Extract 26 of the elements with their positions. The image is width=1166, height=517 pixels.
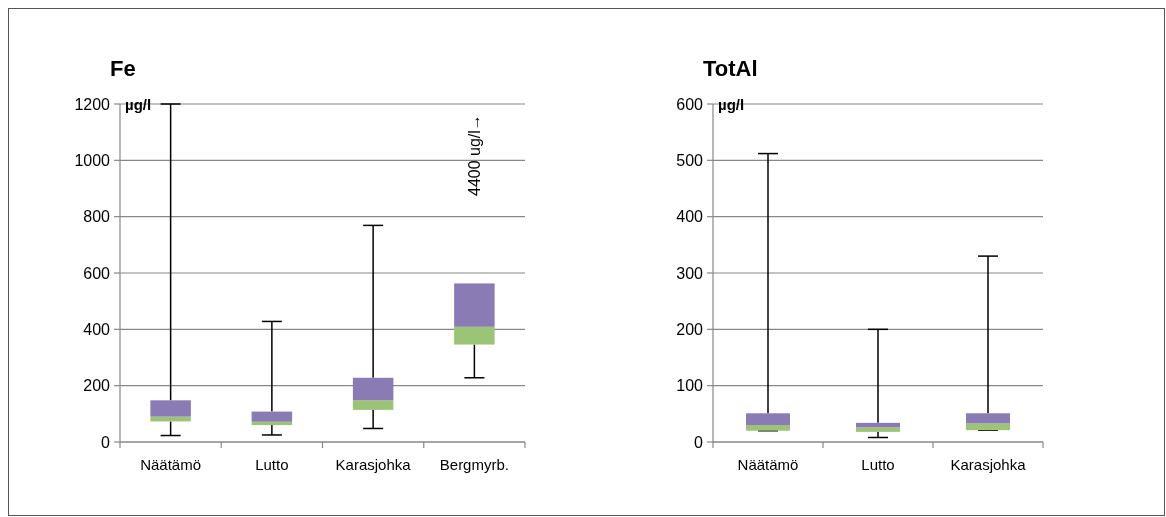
y-tick-label: 400: [676, 208, 704, 226]
y-tick-label: 300: [676, 264, 704, 282]
y-tick-label: 0: [101, 433, 111, 451]
y-tick-label: 800: [83, 208, 111, 226]
y-axis-title: µg/l: [718, 96, 745, 113]
y-tick-label: 200: [676, 320, 704, 338]
x-tick-label: Lutto: [861, 456, 895, 473]
x-tick-label: Karasjohka: [335, 456, 412, 473]
y-tick-label: 0: [694, 433, 704, 451]
y-tick-label: 100: [676, 377, 704, 395]
y-tick-label: 200: [83, 377, 111, 395]
x-tick-label: Karasjohka: [950, 456, 1027, 473]
y-tick-label: 600: [83, 264, 111, 282]
x-tick-label: Näätämö: [737, 456, 799, 473]
y-tick-label: 1000: [74, 151, 111, 169]
y-tick-label: 400: [83, 320, 111, 338]
annotation: 4400 ug/l→: [466, 114, 484, 196]
x-tick-label: Lutto: [255, 456, 289, 473]
chart-title: TotAl: [703, 56, 758, 81]
chart-title: Fe: [110, 56, 136, 81]
y-tick-label: 600: [676, 95, 704, 113]
y-tick-label: 500: [676, 151, 704, 169]
y-axis-title: µg/l: [125, 96, 152, 113]
x-tick-label: Näätämö: [140, 456, 202, 473]
y-tick-label: 1200: [74, 95, 111, 113]
x-tick-label: Bergmyrb.: [439, 456, 509, 473]
